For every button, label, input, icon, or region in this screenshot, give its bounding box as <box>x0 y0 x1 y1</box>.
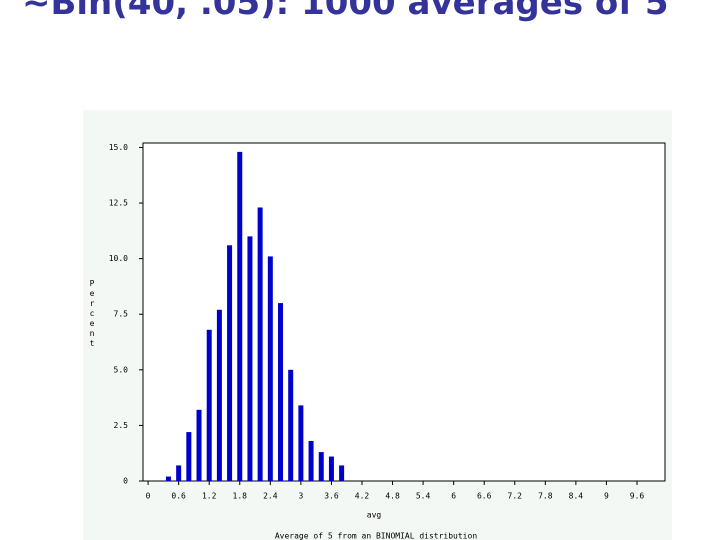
bar <box>328 456 334 481</box>
x-tick-label: 7.8 <box>538 492 553 501</box>
x-tick-label: 4.2 <box>355 492 370 501</box>
bar <box>308 440 314 481</box>
bar <box>186 432 192 481</box>
y-tick-label: 12.5 <box>109 199 128 208</box>
slide-title: ~Bin(40, .05): 1000 averages of 5 <box>22 0 669 23</box>
x-tick-label: 9 <box>604 492 609 501</box>
bar <box>206 329 212 481</box>
x-tick-label: 7.2 <box>508 492 523 501</box>
x-tick-label: 8.4 <box>569 492 584 501</box>
x-tick-label: 5.4 <box>416 492 431 501</box>
x-tick-label: 2.4 <box>263 492 278 501</box>
x-tick-label: 3.6 <box>324 492 339 501</box>
bar <box>247 236 253 481</box>
bar <box>298 405 304 481</box>
y-tick-label: 2.5 <box>114 421 129 430</box>
x-tick-label: 6.6 <box>477 492 492 501</box>
y-tick-label: 15.0 <box>109 143 128 152</box>
bar <box>278 303 284 481</box>
bar <box>318 452 324 481</box>
y-tick-label: 7.5 <box>114 310 129 319</box>
bar <box>165 476 171 481</box>
x-tick-label: 1.8 <box>233 492 248 501</box>
x-tick-label: 6 <box>451 492 456 501</box>
bar <box>237 151 243 482</box>
x-tick-label: 1.2 <box>202 492 217 501</box>
x-tick-label: 3 <box>298 492 303 501</box>
y-tick-label: 5.0 <box>114 365 129 374</box>
x-axis-label: avg <box>367 511 382 520</box>
bar <box>267 256 273 481</box>
bar <box>288 369 294 481</box>
y-tick-label: 0 <box>123 477 128 486</box>
bar <box>257 207 263 481</box>
caption: Average of 5 from an BINOMIAL distributi… <box>275 532 477 540</box>
bar <box>227 245 233 481</box>
bar <box>176 465 182 481</box>
x-tick-label: 4.8 <box>385 492 400 501</box>
x-tick-label: 0.6 <box>171 492 186 501</box>
x-tick-label: 9.6 <box>630 492 645 501</box>
bar <box>216 309 222 481</box>
bar <box>339 465 345 481</box>
x-tick-label: 0 <box>146 492 151 501</box>
bar <box>196 409 202 481</box>
y-tick-label: 10.0 <box>109 254 128 263</box>
